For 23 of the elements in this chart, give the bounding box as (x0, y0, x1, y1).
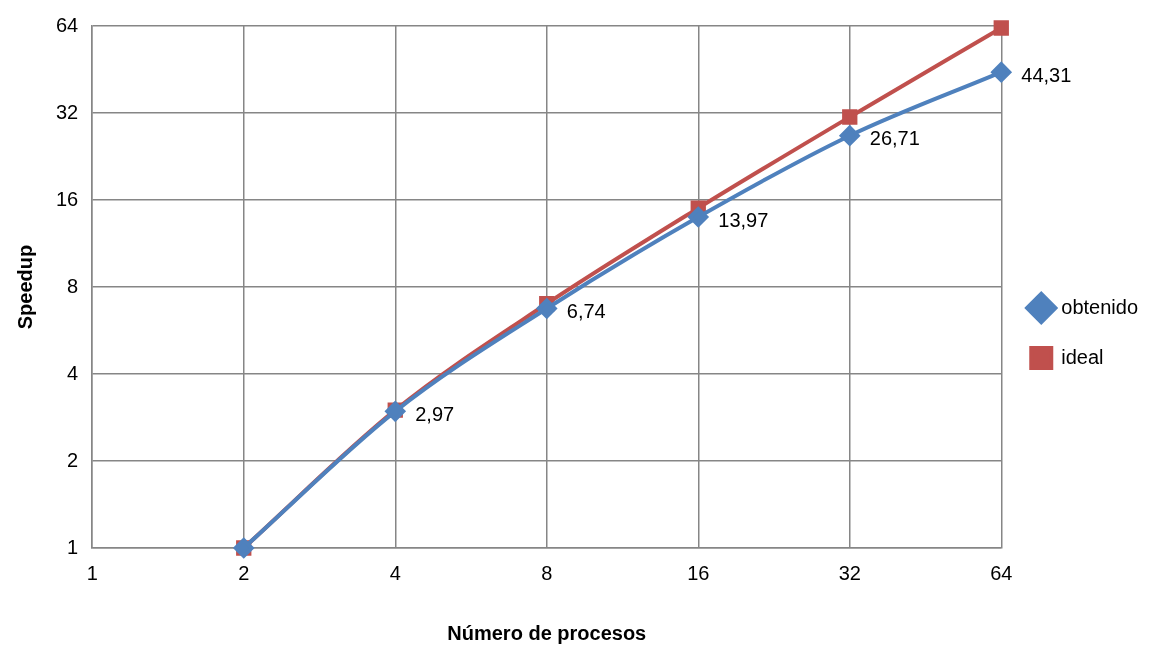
legend-label: obtenido (1061, 295, 1139, 318)
y-axis-title: Speedup (13, 244, 36, 330)
x-tick-label: 64 (990, 561, 1013, 584)
x-axis-title: Número de procesos (447, 621, 647, 644)
x-tick-label: 2 (238, 561, 250, 584)
y-tick-label: 2 (67, 448, 79, 471)
data-label: 26,71 (869, 127, 920, 150)
x-tick-label: 4 (389, 561, 401, 584)
y-tick-label: 8 (67, 274, 79, 297)
data-label: 2,97 (415, 402, 455, 425)
y-tick-label: 4 (67, 361, 79, 384)
data-label: 6,74 (566, 300, 606, 323)
y-tick-label: 1 (67, 535, 79, 558)
data-label: 13,97 (718, 208, 769, 231)
x-tick-label: 8 (541, 561, 553, 584)
y-tick-label: 64 (56, 13, 79, 36)
y-tick-label: 32 (56, 100, 79, 123)
legend-label: ideal (1061, 345, 1104, 368)
x-tick-label: 32 (838, 561, 861, 584)
x-tick-label: 16 (687, 561, 710, 584)
x-tick-label: 1 (86, 561, 98, 584)
data-label: 44,31 (1021, 63, 1072, 86)
y-tick-label: 16 (56, 187, 79, 210)
